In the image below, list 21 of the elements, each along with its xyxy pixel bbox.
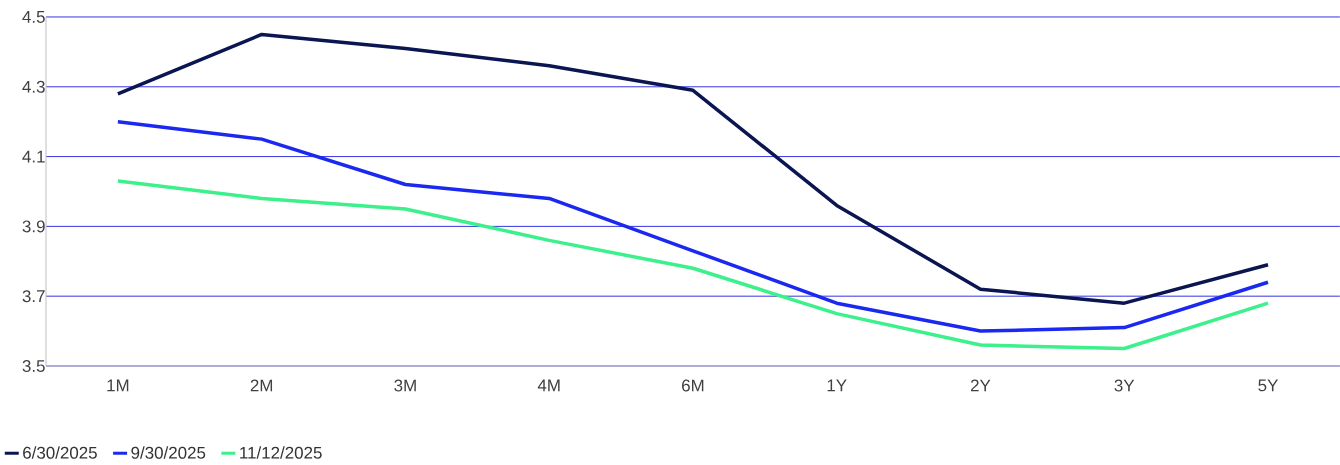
x-tick-label: 3Y (1114, 379, 1135, 392)
line-series (116, 32, 1270, 305)
x-tick-label: 3M (394, 379, 416, 392)
line-series (116, 179, 1270, 351)
x-tick-label: 2Y (970, 379, 991, 392)
y-tick-label: 3.5 (22, 359, 45, 372)
legend-label: 9/30/2025 (131, 446, 206, 459)
y-tick-label: 4.3 (22, 80, 45, 93)
line-series (116, 119, 1270, 333)
legend-label: 11/12/2025 (240, 446, 322, 459)
x-tick-label: 2M (250, 379, 273, 392)
y-tick-label: 3.7 (22, 290, 45, 303)
x-tick-label: 4M (537, 379, 560, 392)
x-tick-label: 1M (107, 379, 129, 392)
legend-label: 6/30/2025 (23, 446, 97, 459)
y-tick-label: 3.9 (22, 220, 45, 233)
x-tick-label: 5Y (1258, 379, 1278, 392)
y-tick-label: 4.5 (22, 11, 45, 23)
y-tick-label: 4.1 (22, 150, 45, 163)
x-tick-label: 6M (682, 379, 704, 392)
x-tick-label: 1Y (827, 379, 847, 392)
